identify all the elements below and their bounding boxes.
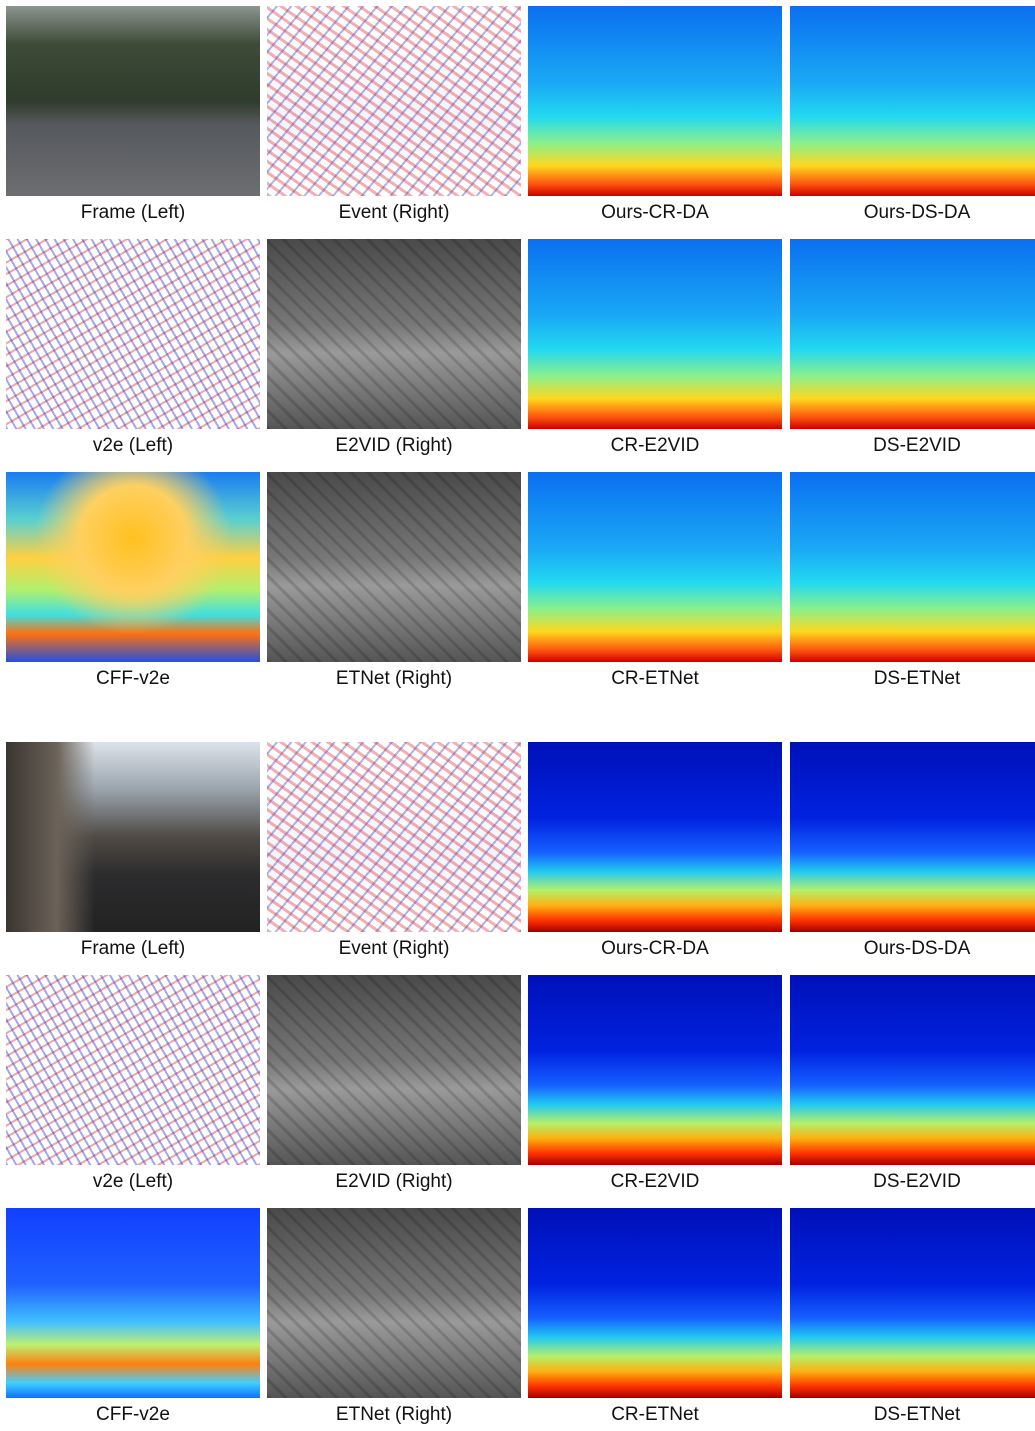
caption: CR-E2VID — [528, 435, 782, 457]
image — [790, 6, 1035, 196]
caption: E2VID (Right) — [267, 1171, 521, 1193]
caption: DS-E2VID — [790, 435, 1035, 457]
image — [6, 239, 260, 429]
image — [528, 472, 782, 662]
caption: Frame (Left) — [6, 202, 260, 224]
caption: CR-E2VID — [528, 1171, 782, 1193]
caption: v2e (Left) — [6, 435, 260, 457]
image — [528, 6, 782, 196]
figure: Frame (Left) Event (Right) Ours-CR-DA Ours-… — [0, 0, 1035, 1431]
caption: CFF-v2e — [6, 1404, 260, 1426]
image — [267, 6, 521, 196]
caption: CR-ETNet — [528, 1404, 782, 1426]
image — [528, 975, 782, 1165]
image — [267, 472, 521, 662]
image — [790, 239, 1035, 429]
caption: Ours-CR-DA — [528, 938, 782, 960]
caption: Ours-DS-DA — [790, 938, 1035, 960]
image — [528, 239, 782, 429]
image — [6, 742, 260, 932]
caption: ETNet (Right) — [267, 1404, 521, 1426]
image — [267, 1208, 521, 1398]
caption: E2VID (Right) — [267, 435, 521, 457]
image — [267, 742, 521, 932]
caption: DS-E2VID — [790, 1171, 1035, 1193]
caption: DS-ETNet — [790, 1404, 1035, 1426]
image — [267, 239, 521, 429]
caption: Event (Right) — [267, 938, 521, 960]
caption: Event (Right) — [267, 202, 521, 224]
caption: CFF-v2e — [6, 668, 260, 690]
caption: Ours-DS-DA — [790, 202, 1035, 224]
caption: Frame (Left) — [6, 938, 260, 960]
image — [790, 1208, 1035, 1398]
image — [790, 975, 1035, 1165]
image — [6, 975, 260, 1165]
image — [6, 6, 260, 196]
caption: Ours-CR-DA — [528, 202, 782, 224]
image — [267, 975, 521, 1165]
image — [528, 742, 782, 932]
caption: ETNet (Right) — [267, 668, 521, 690]
image — [6, 1208, 260, 1398]
image — [790, 742, 1035, 932]
image — [790, 472, 1035, 662]
caption: v2e (Left) — [6, 1171, 260, 1193]
caption: CR-ETNet — [528, 668, 782, 690]
caption: DS-ETNet — [790, 668, 1035, 690]
image — [6, 472, 260, 662]
image — [528, 1208, 782, 1398]
